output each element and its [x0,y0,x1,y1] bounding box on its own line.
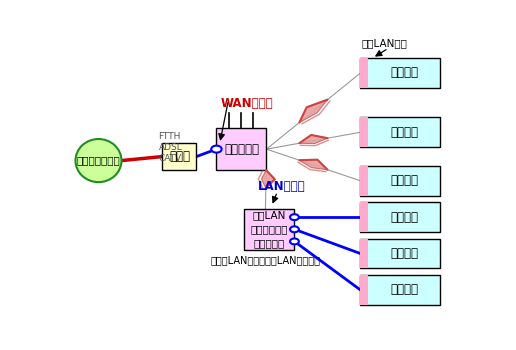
Text: 端末機器: 端末機器 [391,126,418,139]
Text: 無線LAN
イーサネット
コンバータ: 無線LAN イーサネット コンバータ [251,210,288,248]
FancyBboxPatch shape [361,58,367,88]
Text: インターネット: インターネット [76,156,120,166]
FancyBboxPatch shape [361,275,441,305]
FancyBboxPatch shape [361,239,441,268]
FancyBboxPatch shape [361,275,367,305]
FancyBboxPatch shape [361,58,441,88]
FancyBboxPatch shape [361,166,367,196]
Circle shape [290,238,299,244]
Text: LANポート: LANポート [257,180,305,193]
FancyBboxPatch shape [217,128,266,170]
Ellipse shape [75,139,121,182]
FancyBboxPatch shape [361,166,441,196]
Polygon shape [299,100,328,122]
Polygon shape [299,160,328,170]
FancyBboxPatch shape [163,143,197,170]
FancyBboxPatch shape [361,202,441,232]
FancyBboxPatch shape [361,239,367,268]
Text: 端末機器: 端末機器 [391,211,418,224]
Text: （有線LAN機器を無線LANで接続）: （有線LAN機器を無線LANで接続） [211,255,320,265]
Circle shape [290,226,299,232]
Text: 無線ルータ: 無線ルータ [224,143,259,156]
FancyBboxPatch shape [361,118,441,147]
FancyBboxPatch shape [245,209,295,250]
Text: WANポート: WANポート [220,98,273,111]
Circle shape [290,214,299,220]
Text: FTTH
ADSL
CATV: FTTH ADSL CATV [158,132,182,163]
FancyBboxPatch shape [361,118,367,147]
Text: 無線LAN子機: 無線LAN子機 [362,38,407,48]
Polygon shape [262,170,275,188]
Circle shape [211,146,222,153]
Text: 端末機器: 端末機器 [391,284,418,296]
Text: 端末機器: 端末機器 [391,174,418,187]
Text: 端末機器: 端末機器 [391,247,418,260]
Text: 端末機器: 端末機器 [391,66,418,79]
Text: モデム: モデム [169,150,190,163]
Polygon shape [299,135,328,143]
FancyBboxPatch shape [361,202,367,232]
